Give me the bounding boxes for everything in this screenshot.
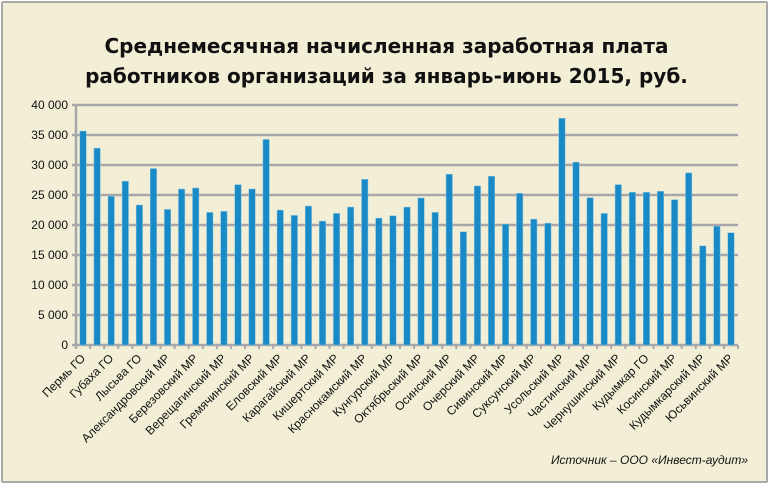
bar bbox=[121, 181, 129, 346]
bar bbox=[502, 223, 510, 346]
y-tick-label: 40 000 bbox=[31, 98, 68, 112]
bar bbox=[192, 187, 200, 346]
y-tick-label: 30 000 bbox=[31, 158, 68, 172]
bar bbox=[248, 188, 256, 346]
bar bbox=[459, 231, 467, 346]
bar bbox=[347, 206, 355, 346]
bar bbox=[304, 205, 312, 346]
y-tick-label: 5 000 bbox=[38, 308, 68, 322]
bar bbox=[135, 204, 143, 346]
bar bbox=[234, 184, 242, 346]
bar bbox=[319, 220, 326, 346]
bar bbox=[445, 173, 453, 346]
chart-title-line1: Среднемесячная начисленная заработная пл… bbox=[104, 34, 669, 58]
y-tick-label: 0 bbox=[61, 338, 68, 352]
bar bbox=[107, 196, 115, 346]
bar bbox=[600, 213, 608, 346]
bar bbox=[516, 193, 524, 346]
y-tick-label: 35 000 bbox=[31, 128, 68, 142]
bar bbox=[657, 191, 664, 346]
bar bbox=[333, 213, 341, 346]
y-tick-label: 20 000 bbox=[31, 218, 68, 232]
bar bbox=[206, 212, 214, 346]
bar bbox=[164, 209, 172, 346]
bar bbox=[361, 179, 369, 346]
bar bbox=[530, 218, 538, 346]
bar bbox=[290, 215, 298, 346]
y-tick-label: 25 000 bbox=[31, 188, 68, 202]
bar bbox=[389, 215, 397, 346]
bar bbox=[699, 245, 707, 346]
bar bbox=[544, 222, 552, 346]
bar bbox=[150, 168, 157, 346]
bar bbox=[473, 185, 481, 346]
bar bbox=[727, 232, 735, 346]
bar bbox=[586, 197, 594, 346]
y-tick-label: 15 000 bbox=[31, 248, 68, 262]
bar bbox=[628, 192, 636, 346]
bar bbox=[375, 217, 383, 346]
bar bbox=[79, 130, 87, 346]
bar bbox=[558, 118, 566, 346]
bar bbox=[488, 175, 495, 346]
bar bbox=[572, 161, 580, 346]
y-tick-label: 10 000 bbox=[31, 278, 68, 292]
bar bbox=[431, 212, 439, 346]
source-note: Источник – ООО «Инвест-аудит» bbox=[550, 453, 748, 467]
bar bbox=[178, 188, 186, 346]
bar bbox=[671, 199, 679, 346]
bar bbox=[93, 147, 101, 346]
chart-title: Среднемесячная начисленная заработная пл… bbox=[3, 31, 766, 91]
bar bbox=[713, 225, 721, 346]
bar bbox=[262, 139, 270, 346]
bar bbox=[220, 211, 228, 346]
bar bbox=[614, 184, 622, 346]
bar-chart: 0 5 000 10 000 15 000 20 000 25 000 30 000 35 0… bbox=[31, 98, 739, 445]
bar bbox=[685, 172, 693, 346]
bar bbox=[276, 209, 284, 346]
bar bbox=[417, 197, 425, 346]
bar bbox=[642, 192, 650, 346]
chart-title-line2: работников организаций за январь-июнь 20… bbox=[85, 64, 688, 88]
bar bbox=[403, 206, 411, 346]
